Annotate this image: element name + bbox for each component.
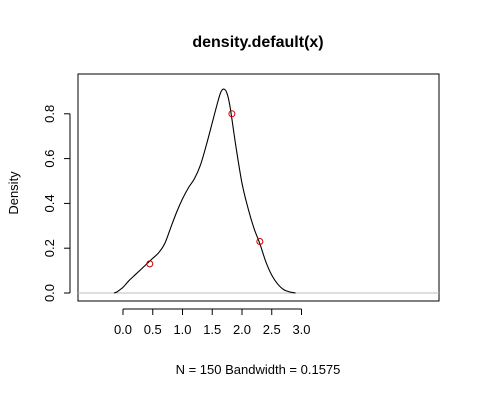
x-tick-label: 2.5	[263, 322, 281, 337]
plot-frame	[77, 73, 440, 302]
x-tick-label: 1.5	[203, 322, 221, 337]
highlight-point-1	[228, 110, 236, 118]
y-tick-label: 0.4	[42, 194, 57, 212]
x-tick-label: 3.0	[292, 322, 310, 337]
y-tick-label: 0.0	[42, 284, 57, 302]
y-tick-label: 0.6	[42, 150, 57, 168]
x-axis-label: N = 150 Bandwidth = 0.1575	[176, 362, 341, 377]
y-tick-label: 0.2	[42, 239, 57, 257]
y-tick-label: 0.8	[42, 105, 57, 123]
x-tick-label: 0.0	[114, 322, 132, 337]
density-curve-series-0	[113, 88, 296, 294]
x-tick-label: 1.0	[173, 322, 191, 337]
highlight-point-2	[256, 237, 264, 245]
x-tick-label: 0.5	[144, 322, 162, 337]
chart-title: density.default(x)	[192, 34, 323, 51]
highlight-point-0	[146, 260, 154, 268]
x-tick-label: 2.0	[233, 322, 251, 337]
y-axis-label: Density	[6, 171, 21, 215]
